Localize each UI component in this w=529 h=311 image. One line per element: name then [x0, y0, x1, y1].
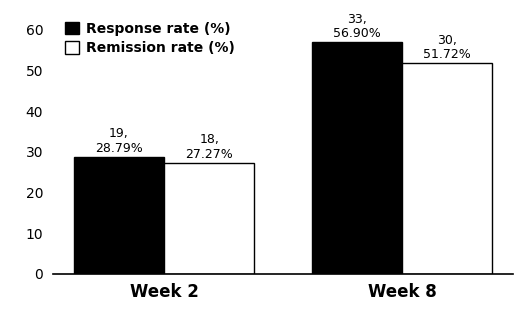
- Bar: [74, 157, 164, 274]
- Bar: [312, 42, 402, 274]
- Text: 18,
27.27%: 18, 27.27%: [186, 133, 233, 161]
- Text: 33,
56.90%: 33, 56.90%: [333, 13, 380, 40]
- Bar: [402, 63, 492, 274]
- Text: 19,
28.79%: 19, 28.79%: [95, 127, 143, 155]
- Legend: Response rate (%), Remission rate (%): Response rate (%), Remission rate (%): [60, 16, 241, 61]
- Text: 30,
51.72%: 30, 51.72%: [423, 34, 471, 61]
- Bar: [164, 163, 254, 274]
